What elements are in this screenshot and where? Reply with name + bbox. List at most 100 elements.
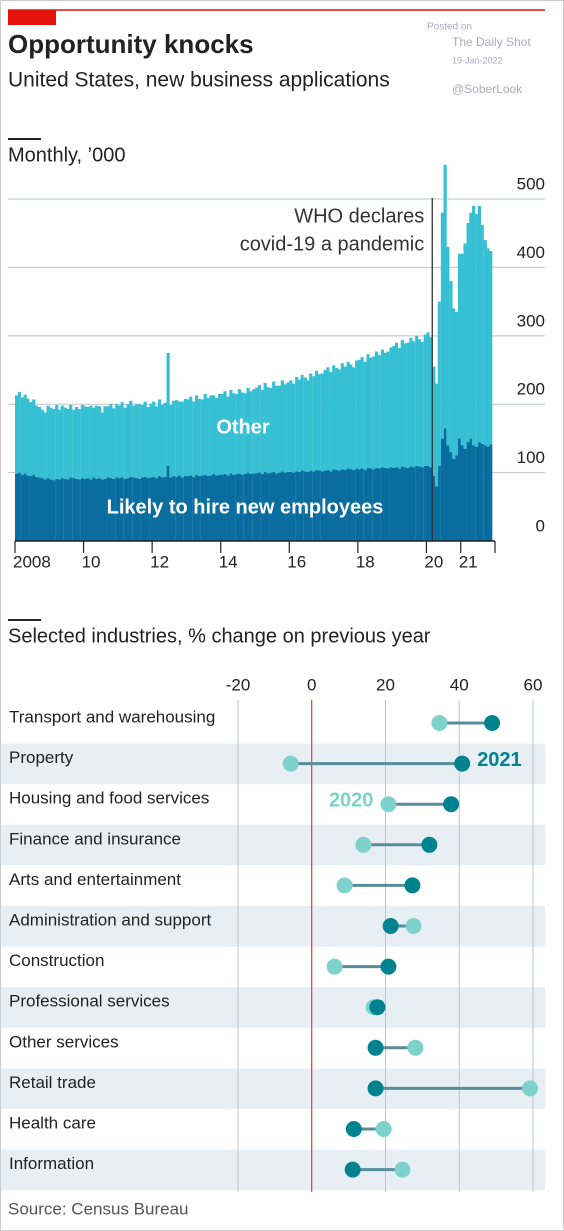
bar xyxy=(452,458,456,541)
bar xyxy=(209,395,213,476)
bar xyxy=(246,387,250,473)
bar xyxy=(252,389,256,474)
dot xyxy=(394,1161,411,1178)
bar xyxy=(460,445,464,541)
bar xyxy=(486,248,490,447)
category-label: Housing and food services xyxy=(9,789,209,808)
bar xyxy=(172,400,176,477)
bar xyxy=(69,404,73,478)
bar xyxy=(437,465,441,541)
bar xyxy=(429,337,433,468)
bar xyxy=(334,469,339,541)
bar xyxy=(300,470,304,541)
watermark: 19-Jan-2022 xyxy=(452,55,503,65)
bar xyxy=(272,381,276,472)
panel-title: Monthly, ’000 xyxy=(8,144,125,166)
bar xyxy=(220,474,224,541)
bar xyxy=(46,405,50,479)
bar xyxy=(352,469,356,541)
bar xyxy=(89,405,93,480)
bar xyxy=(189,475,193,541)
bar xyxy=(163,476,167,541)
bar xyxy=(52,480,56,541)
bar xyxy=(92,407,96,478)
bar xyxy=(55,404,59,479)
category-label: Finance and insurance xyxy=(9,829,181,848)
bar xyxy=(432,366,436,477)
bar xyxy=(486,446,490,541)
bar xyxy=(355,468,359,541)
bar xyxy=(160,477,164,541)
bar xyxy=(377,468,381,541)
bar xyxy=(423,334,427,466)
bar xyxy=(380,349,384,468)
bar xyxy=(286,471,290,541)
bar xyxy=(392,346,396,468)
dot xyxy=(380,796,397,813)
bar xyxy=(100,479,104,541)
row-band xyxy=(1,1149,545,1191)
bar xyxy=(337,369,342,471)
bar xyxy=(397,348,402,469)
bar xyxy=(146,406,150,479)
dot xyxy=(345,1121,362,1137)
dot xyxy=(421,836,438,853)
x-tick-label: 14 xyxy=(219,552,238,571)
bar xyxy=(83,478,87,541)
y-tick-label: 0 xyxy=(536,516,545,535)
x-tick-label: 20 xyxy=(424,552,443,571)
bar xyxy=(237,389,242,474)
bar xyxy=(206,476,210,541)
bar xyxy=(83,406,87,479)
bar xyxy=(343,366,347,470)
bar xyxy=(120,402,124,478)
bar xyxy=(366,354,370,468)
bar xyxy=(317,470,321,541)
bar xyxy=(17,472,21,541)
bar xyxy=(123,478,127,541)
bar xyxy=(477,205,482,442)
bar xyxy=(306,471,310,541)
bar xyxy=(40,409,44,479)
bar xyxy=(137,404,141,479)
bar xyxy=(189,396,193,476)
bar xyxy=(166,352,170,466)
bar xyxy=(463,448,467,541)
annotation: covid-19 a pandemic xyxy=(240,233,425,255)
dot xyxy=(336,877,353,894)
bar xyxy=(154,406,159,479)
category-label: Professional services xyxy=(9,992,170,1011)
bar xyxy=(257,472,261,541)
bar xyxy=(454,455,459,541)
bar xyxy=(295,471,299,541)
bar xyxy=(315,370,319,470)
bar xyxy=(97,406,102,479)
x-tick-label: 0 xyxy=(307,675,316,694)
bar xyxy=(15,473,19,541)
bar xyxy=(283,472,287,541)
bar xyxy=(212,395,216,474)
bar xyxy=(263,383,267,472)
bar xyxy=(377,354,381,469)
bar xyxy=(217,474,222,541)
bar xyxy=(400,339,404,467)
bar xyxy=(309,470,313,541)
bar xyxy=(200,399,204,476)
x-tick-label: 60 xyxy=(524,675,543,694)
bar xyxy=(346,468,350,541)
row-band xyxy=(1,987,545,1028)
bar xyxy=(286,382,290,472)
dot xyxy=(443,796,460,813)
dot xyxy=(367,1080,384,1097)
bar xyxy=(203,393,207,475)
x-tick-label: 18 xyxy=(356,552,375,571)
bar xyxy=(197,476,201,541)
bar xyxy=(360,468,364,541)
bar xyxy=(135,404,139,479)
bar xyxy=(169,404,173,478)
bar xyxy=(235,393,239,474)
bar xyxy=(166,465,170,541)
bar xyxy=(475,446,479,541)
bar xyxy=(20,397,24,475)
